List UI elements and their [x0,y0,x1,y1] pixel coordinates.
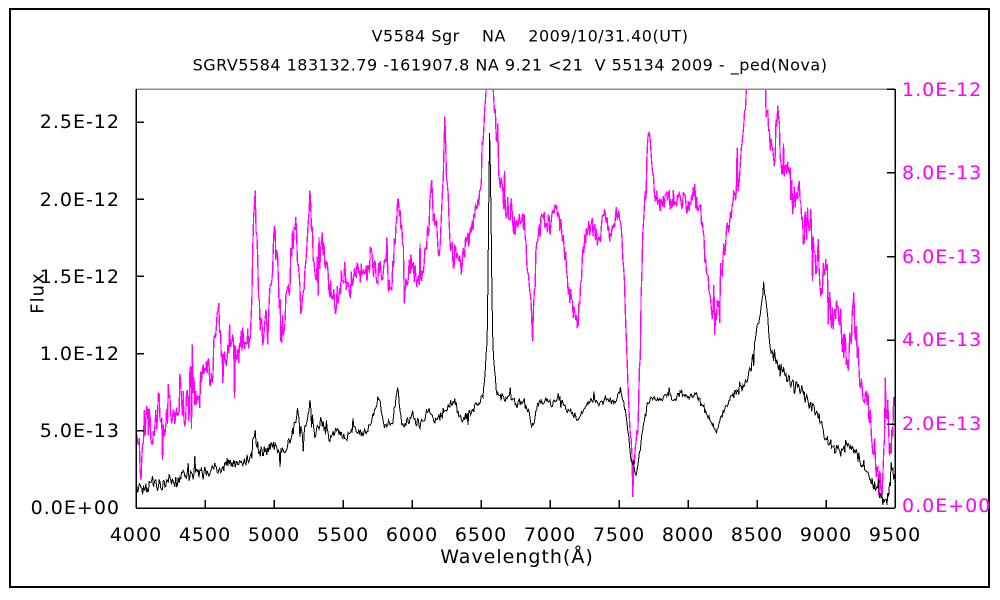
y-left-tick-label: 1.5E-12 [39,266,120,288]
y-left-tick-label: 0.0E+00 [30,497,120,519]
chart-title-line1: V5584 Sgr NA 2009/10/31.40(UT) [371,26,689,46]
x-tick-label: 5000 [247,524,301,546]
chart-title-line2: SGRV5584 183132.79 -161907.8 NA 9.21 <21… [192,55,828,75]
y-right-tick-label: 8.0E-13 [902,162,983,184]
x-tick-label: 5500 [316,524,370,546]
y-left-tick-label: 2.0E-12 [39,189,120,211]
x-tick-label: 4500 [178,524,232,546]
x-tick-label: 7000 [523,524,577,546]
plot-outer-border [9,8,990,588]
x-tick-label: 6500 [454,524,508,546]
x-axis-label-wavelength: Wavelength(Å) [440,546,594,568]
x-tick-label: 9000 [799,524,853,546]
y-right-tick-label: 2.0E-13 [902,413,983,435]
y-right-tick-label: 0.0E+00 [902,495,992,517]
y-right-tick-label: 4.0E-13 [902,329,983,351]
y-right-tick-label: 6.0E-13 [902,246,983,268]
y-left-tick-label: 1.0E-12 [39,343,120,365]
x-tick-label: 8500 [730,524,784,546]
x-tick-label: 6000 [385,524,439,546]
y-left-tick-label: 2.5E-12 [39,111,120,133]
x-tick-label: 8000 [661,524,715,546]
y-left-tick-label: 5.0E-13 [39,420,120,442]
y-right-tick-label: 1.0E-12 [902,79,983,101]
x-tick-label: 9500 [868,524,922,546]
x-tick-label: 4000 [109,524,163,546]
x-tick-label: 7500 [592,524,646,546]
